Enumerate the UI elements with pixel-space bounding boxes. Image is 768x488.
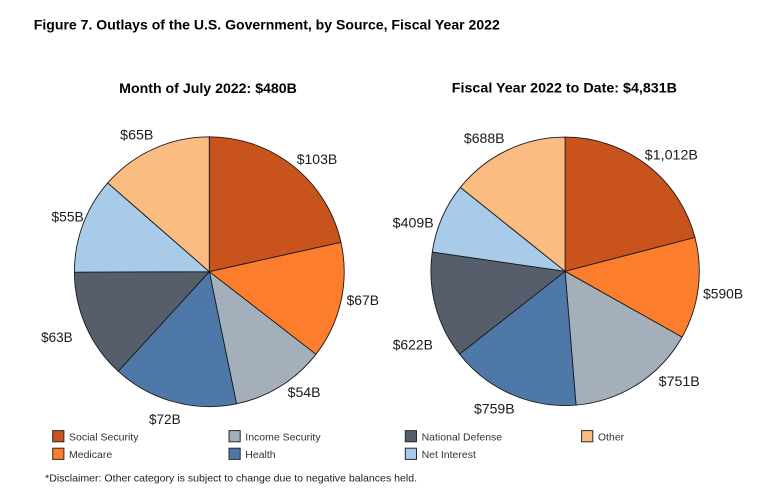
svg-text:$688B: $688B	[464, 130, 505, 146]
svg-text:$759B: $759B	[474, 401, 515, 417]
svg-text:Other: Other	[598, 431, 625, 443]
svg-text:National Defense: National Defense	[422, 431, 503, 443]
svg-text:$67B: $67B	[347, 292, 379, 308]
svg-text:$622B: $622B	[393, 337, 433, 353]
svg-text:$63B: $63B	[41, 329, 73, 345]
svg-text:$65B: $65B	[120, 126, 153, 142]
svg-text:Income Security: Income Security	[245, 431, 321, 443]
svg-text:$55B: $55B	[52, 208, 84, 224]
svg-text:Health: Health	[245, 449, 276, 461]
svg-text:Month of July 2022: $480B: Month of July 2022: $480B	[119, 80, 297, 96]
svg-text:Social Security: Social Security	[69, 431, 139, 443]
svg-text:$1,012B: $1,012B	[645, 146, 698, 162]
svg-text:$72B: $72B	[149, 411, 181, 427]
svg-text:$590B: $590B	[703, 286, 743, 302]
svg-text:Net Interest: Net Interest	[422, 449, 476, 461]
svg-text:$751B: $751B	[659, 373, 700, 389]
svg-text:Medicare: Medicare	[69, 449, 112, 461]
svg-text:Fiscal Year 2022 to Date: $4,8: Fiscal Year 2022 to Date: $4,831B	[452, 80, 677, 96]
svg-text:$409B: $409B	[393, 215, 434, 231]
svg-text:Figure 7. Outlays of the U.S.: Figure 7. Outlays of the U.S. Government…	[34, 17, 500, 33]
svg-text:$54B: $54B	[288, 384, 321, 400]
svg-text:$103B: $103B	[297, 151, 338, 167]
svg-text:*Disclaimer: Other category is: *Disclaimer: Other category is subject t…	[45, 474, 417, 485]
